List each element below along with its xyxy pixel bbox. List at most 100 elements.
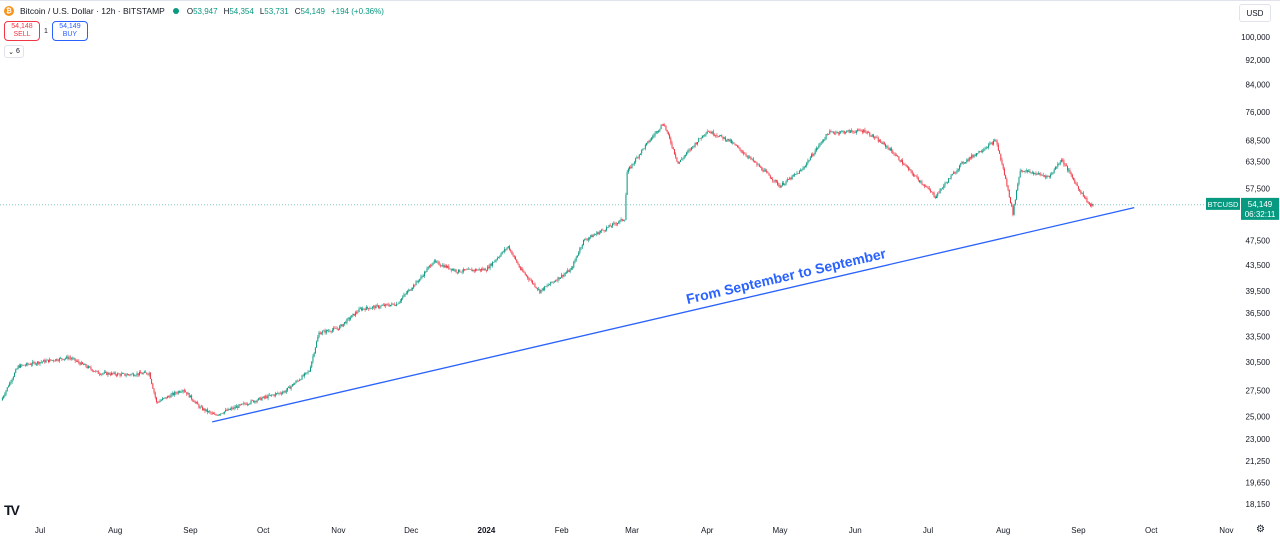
candle-body (160, 400, 162, 401)
candle-body (888, 148, 890, 151)
candle-body (812, 154, 814, 156)
candle-body (869, 132, 871, 136)
tradingview-logo[interactable]: TV (4, 502, 20, 518)
candle-body (712, 131, 714, 135)
candle-body (690, 147, 692, 150)
candle-body (666, 129, 668, 133)
candle-body (362, 308, 364, 311)
candle-body (698, 138, 700, 142)
candle-body (1074, 179, 1076, 184)
candle-body (350, 317, 352, 320)
indicators-count: 6 (15, 48, 20, 55)
candle-body (971, 155, 973, 159)
indicators-toggle[interactable]: ⌄ 6 (4, 45, 24, 58)
candle-body (192, 399, 194, 401)
candle-body (102, 373, 104, 374)
candle-body (44, 360, 46, 363)
gear-icon[interactable]: ⚙ (1256, 524, 1265, 535)
candle-body (675, 154, 677, 158)
candle-body (817, 147, 819, 149)
candle-body (1039, 173, 1041, 174)
candle-body (61, 358, 63, 360)
candle-body (261, 398, 263, 401)
trendline[interactable] (212, 207, 1135, 423)
candle-body (652, 136, 654, 138)
candle-body (495, 259, 497, 261)
candle-body (494, 260, 496, 263)
candle-body (170, 394, 172, 398)
candle-body (754, 161, 756, 162)
top-border (0, 0, 1280, 1)
candle-body (228, 408, 230, 410)
candle-body (632, 163, 634, 165)
market-status-icon (172, 8, 179, 14)
candle-body (284, 391, 286, 393)
candle-body (407, 291, 409, 294)
y-tick-label: 68,500 (1246, 137, 1271, 146)
candle-body (1045, 175, 1047, 178)
candle-body (837, 132, 839, 134)
candle-body (612, 223, 614, 227)
candle-body (614, 223, 616, 224)
candle-body (41, 361, 43, 363)
candle-body (204, 408, 206, 412)
candle-body (109, 374, 111, 376)
candle-body (95, 370, 97, 372)
candle-body (647, 141, 649, 144)
candle-body (1070, 172, 1072, 175)
candle-body (522, 268, 524, 272)
candle-body (517, 262, 519, 265)
candle-body (576, 255, 578, 258)
candle-body (1001, 159, 1003, 165)
candle-body (9, 382, 11, 387)
candle-body (257, 398, 259, 401)
candle-body (525, 274, 527, 276)
candle-body (663, 124, 665, 126)
candle-body (346, 319, 348, 324)
sell-label: SELL (13, 31, 31, 38)
candle-body (367, 306, 369, 309)
candle-body (374, 306, 376, 309)
candle-body (683, 156, 685, 159)
candle-body (140, 372, 142, 374)
buy-button[interactable]: 54,149 BUY (51, 21, 88, 41)
candle-body (895, 155, 897, 157)
candle-body (722, 136, 724, 139)
candle-body (137, 373, 139, 375)
currency-selector[interactable]: USD (1239, 4, 1271, 22)
symbol-title[interactable]: Bitcoin / U.S. Dollar · 12h · BITSTAMP (20, 6, 165, 16)
candle-body (717, 136, 719, 137)
candle-body (815, 148, 817, 151)
candle-body (950, 175, 952, 179)
candle-body (1000, 153, 1002, 160)
candle-body (1008, 189, 1010, 198)
candle-body (176, 393, 178, 394)
candle-body (967, 159, 969, 161)
trendline-annotation[interactable]: From September to September (685, 245, 888, 307)
y-tick-label: 21,250 (1246, 457, 1271, 466)
candle-body (1006, 178, 1008, 186)
candle-body (141, 373, 143, 375)
candle-body (829, 131, 831, 135)
candle-body (699, 138, 701, 140)
price-axis[interactable]: 18,150 19,650 21,250 23,000 25,000 27,500 30,5… (1241, 33, 1270, 509)
candle-body (905, 164, 907, 167)
candle-body (114, 372, 116, 375)
candle-body (121, 373, 123, 375)
candle-body (966, 159, 968, 163)
candle-body (741, 151, 743, 153)
candle-body (739, 147, 741, 150)
sell-button[interactable]: 54,148 SELL (4, 21, 40, 41)
trendline-layer: From September to September (212, 207, 1135, 423)
time-axis[interactable]: Jul Aug Sep Oct Nov Dec 2024 Feb Mar Apr May Jun Jul… (35, 526, 1234, 535)
candle-body (984, 148, 986, 150)
candle-body (485, 270, 487, 272)
x-tick-label: May (772, 526, 787, 535)
candle-body (128, 374, 130, 375)
symbol-legend: ₿ Bitcoin / U.S. Dollar · 12h · BITSTAMP… (4, 6, 384, 16)
candle-body (198, 404, 200, 408)
candle-body (532, 280, 534, 284)
candle-body (233, 407, 235, 409)
candle-body (1068, 169, 1070, 171)
